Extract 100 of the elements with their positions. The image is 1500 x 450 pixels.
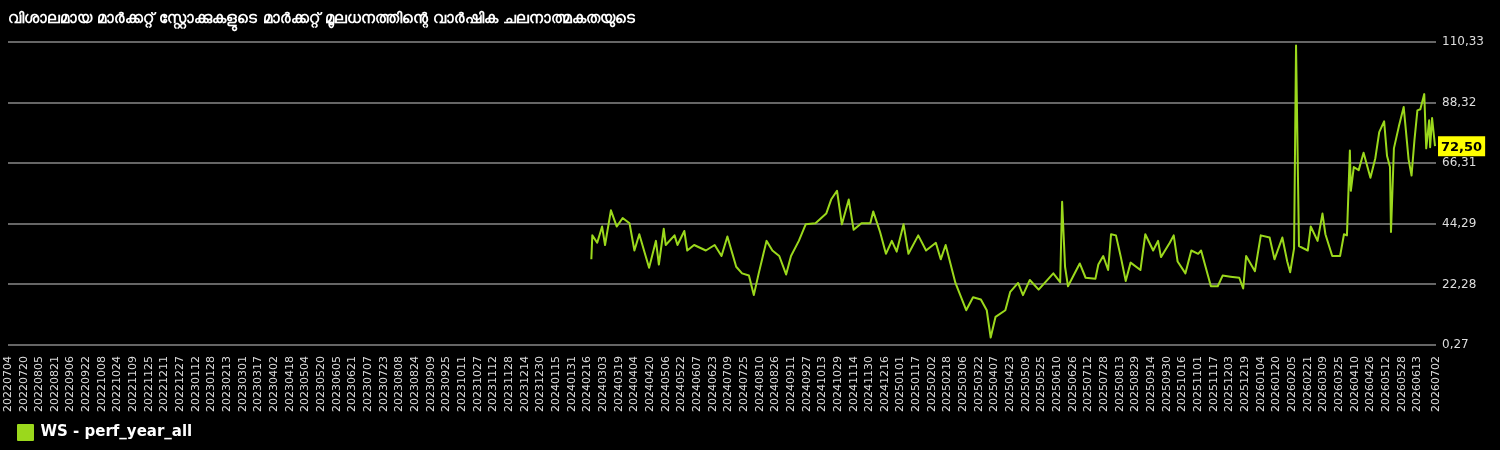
x-tick-label: 20250829 [1128,356,1142,413]
x-tick-label: 20251117 [1206,356,1220,413]
x-tick-label: 20231027 [470,356,484,413]
y-tick-label: 88,32 [1442,94,1477,109]
x-tick-label: 20240420 [642,356,656,413]
legend-label: WS - perf_year_all [40,422,193,441]
x-tick-label: 20220821 [47,356,61,413]
x-tick-label: 20260221 [1300,356,1314,413]
x-tick-label: 20260528 [1394,356,1408,413]
x-tick-label: 20240826 [768,356,782,413]
x-tick-label: 20250728 [1097,356,1111,413]
x-tick-label: 20251016 [1175,356,1189,413]
x-tick-label: 20260410 [1347,356,1361,413]
x-tick-label: 20240404 [627,356,641,413]
x-tick-label: 20250101 [893,356,907,413]
x-tick-label: 20240115 [548,356,562,413]
x-tick-label: 20230402 [267,356,281,413]
x-tick-label: 20231128 [501,356,515,413]
x-tick-label: 20240810 [752,356,766,413]
x-tick-label: 20221109 [126,356,140,413]
x-tick-label: 20240911 [783,356,797,413]
x-tick-label: 20221227 [173,356,187,413]
x-tick-label: 20251203 [1222,356,1236,413]
x-tick-label: 20230213 [220,356,234,413]
x-tick-label: 20220922 [79,356,93,413]
x-tick-label: 20250626 [1065,356,1079,413]
x-tick-label: 20240131 [564,356,578,413]
x-tick-label: 20250712 [1081,356,1095,413]
x-tick-label: 20231214 [517,356,531,413]
x-tick-label: 20260613 [1410,356,1424,413]
x-tick-label: 20240303 [595,356,609,413]
x-tick-label: 20250407 [987,356,1001,413]
x-tick-label: 20230723 [376,356,390,413]
x-tick-label: 20221211 [157,356,171,413]
x-tick-label: 20221008 [94,356,108,413]
x-tick-label: 20250509 [1018,356,1032,413]
x-tick-label: 20250930 [1159,356,1173,413]
x-tick-label: 20260205 [1284,356,1298,413]
x-tick-label: 20230808 [392,356,406,413]
y-tick-label: 22,28 [1442,276,1477,291]
x-tick-label: 20250306 [956,356,970,413]
x-tick-label: 20231230 [533,356,547,413]
x-tick-label: 20250525 [1034,356,1048,413]
x-tick-label: 20241013 [815,356,829,413]
x-tick-label: 20220720 [16,356,30,413]
x-tick-label: 20231011 [455,356,468,413]
x-tick-label: 20220704 [0,356,14,413]
x-tick-label: 20250117 [909,356,923,413]
x-tick-label: 20230605 [329,356,343,413]
x-tick-label: 20251101 [1191,356,1205,413]
x-tick-label: 20240506 [658,356,672,413]
x-tick-label: 20230824 [408,356,422,413]
x-tick-label: 20240709 [721,356,735,413]
x-tick-label: 20230909 [423,356,437,413]
x-tick-label: 20230621 [345,356,359,413]
x-tick-label: 20250423 [1003,356,1017,413]
x-tick-label: 20241130 [862,356,876,413]
x-tick-label: 20241114 [846,356,860,413]
x-tick-label: 20220805 [32,356,46,413]
x-tick-label: 20220906 [63,356,77,413]
chart-title: വിശാലമായ മാർക്കറ്റ് സ്റ്റോക്കുകളുടെ മാർക്കറ്റ് മൂലധനത്തിന്റെ വാർഷിക ചലനാത്മകതയുടെ [8,8,637,32]
x-tick-label: 20230128 [204,356,218,413]
x-tick-label: 20250610 [1050,356,1064,413]
x-tick-label: 20230317 [251,356,265,413]
x-tick-label: 20260426 [1363,356,1377,413]
x-tick-label: 20221024 [110,356,124,413]
x-tick-label: 20231112 [486,356,500,413]
x-tick-label: 20230301 [235,356,249,413]
x-tick-label: 20230520 [314,356,328,413]
x-tick-label: 20250914 [1144,356,1158,413]
x-tick-label: 20240623 [705,356,719,413]
y-tick-label: 44,29 [1442,215,1477,230]
x-tick-label: 20250218 [940,356,954,413]
x-tick-label: 20251219 [1238,356,1251,413]
x-tick-label: 20260309 [1316,356,1330,413]
x-tick-label: 20241216 [877,356,891,413]
x-tick-label: 20221125 [141,356,155,413]
x-tick-label: 20240725 [736,356,750,413]
y-tick-label: 66,31 [1442,155,1477,170]
x-tick-label: 20240927 [799,356,813,413]
x-tick-label: 20230707 [361,356,375,413]
x-tick-label: 20250322 [971,356,985,413]
x-tick-label: 20241029 [830,356,844,413]
x-tick-label: 20260702 [1428,356,1442,413]
x-tick-label: 20240216 [580,356,594,413]
x-tick-label: 20250813 [1112,356,1126,413]
x-tick-label: 20240522 [674,356,688,413]
x-tick-label: 20230504 [298,356,312,413]
annotation: 72,50 [1441,138,1483,154]
y-tick-label: 110,33 [1442,34,1484,49]
y-tick-label: 0,27 [1442,337,1469,352]
x-tick-label: 20240607 [689,356,703,413]
x-tick-label: 20250202 [924,356,938,413]
x-tick-label: 20230925 [439,356,453,413]
x-tick-label: 20230418 [282,356,296,413]
x-tick-label: 20260120 [1269,356,1283,413]
x-tick-label: 20260512 [1378,356,1392,413]
x-tick-label: 20260325 [1331,356,1345,413]
x-tick-label: 20230112 [188,356,202,413]
x-tick-label: 20260104 [1253,356,1267,413]
